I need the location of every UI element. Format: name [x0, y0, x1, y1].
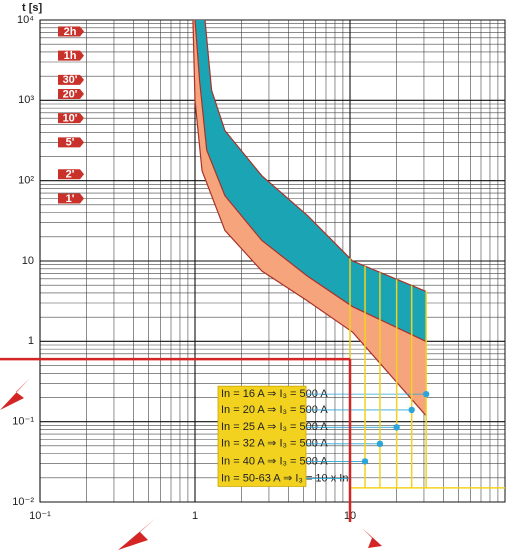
arrows [0, 378, 382, 550]
trip-dot [422, 390, 430, 398]
time-tag [58, 113, 84, 124]
y-tick-label: 1 [28, 335, 34, 347]
band-fill [195, 20, 426, 342]
trip-dot [408, 406, 415, 414]
time-tag [58, 169, 84, 180]
curve-line [204, 19, 426, 292]
y-tick-label: 10⁴ [17, 14, 34, 26]
trip-dot [361, 458, 369, 465]
legend-box [217, 385, 307, 487]
trip-dot [393, 424, 400, 431]
trip-dot [376, 440, 384, 448]
y-axis-label: t [s] [22, 2, 43, 14]
y-tick-label: 10³ [18, 94, 34, 106]
x-tick-label: 10⁻¹ [29, 510, 51, 522]
y-tick-label: 10⁻² [12, 496, 34, 508]
time-tag [58, 88, 84, 99]
red-arrow [0, 378, 30, 410]
time-tag-label: 30' [63, 74, 78, 86]
red-arrow [118, 518, 156, 550]
band-fill [192, 20, 426, 416]
red-arrow [362, 528, 382, 548]
time-tag [58, 26, 84, 37]
time-tag [58, 74, 84, 85]
time-tag-label: 20' [63, 88, 78, 100]
time-tag-label: 2' [66, 169, 75, 181]
legend-label: In = 25 A ⇒ I₃ = 500 A [221, 421, 328, 433]
legend-label: In = 16 A ⇒ I₃ = 500 A [221, 388, 328, 400]
legend-label: In = 20 A ⇒ I₃ = 500 A [221, 404, 328, 416]
time-tag-label: 10' [63, 113, 78, 125]
y-tick-label: 10⁻¹ [12, 416, 34, 428]
time-tag-label: 2h [64, 26, 77, 38]
plot-frame [39, 19, 506, 503]
y-tick-label: 10 [22, 255, 34, 267]
curve-line [194, 19, 426, 342]
legend-label: In = 32 A ⇒ I₃ = 500 A [221, 438, 328, 450]
x-tick-label: 1 [192, 510, 198, 522]
time-tag-label: 5' [66, 137, 75, 149]
curve-line [192, 19, 427, 416]
time-tag [58, 137, 84, 148]
legend-label: In = 50-63 A ⇒ I₃ = 10 x In [221, 472, 348, 484]
legend-label: In = 40 A ⇒ I₃ = 500 A [221, 455, 328, 467]
time-tag-label: 1' [66, 193, 75, 205]
time-tag [58, 193, 84, 204]
time-tag [58, 50, 84, 61]
y-tick-label: 10² [18, 175, 34, 187]
time-tag-label: 1h [64, 50, 77, 62]
